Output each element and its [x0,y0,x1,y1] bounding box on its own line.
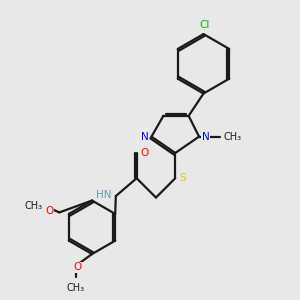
Text: Cl: Cl [200,20,210,30]
Text: N: N [141,132,149,142]
Text: HN: HN [96,190,111,200]
Text: O: O [140,148,148,158]
Text: CH₃: CH₃ [223,132,242,142]
Text: O: O [46,206,54,216]
Text: methoxy: methoxy [31,205,37,206]
Text: CH₃: CH₃ [67,283,85,292]
Text: N: N [202,132,209,142]
Text: S: S [179,173,186,183]
Text: CH₃: CH₃ [24,202,43,212]
Text: O: O [73,262,81,272]
